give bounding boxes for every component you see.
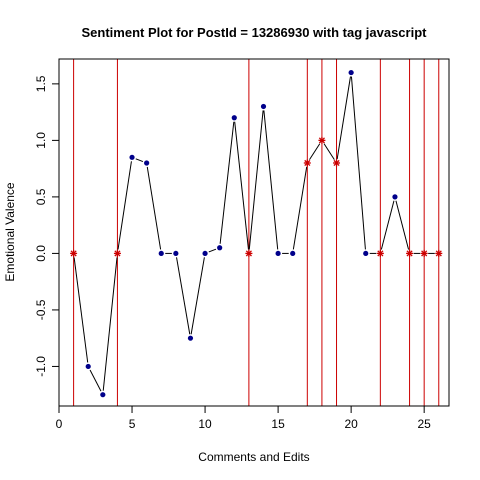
series-segment-18 [337, 77, 350, 160]
edit-point-marker [421, 250, 428, 257]
data-point [188, 336, 193, 341]
x-tick-label: 10 [198, 417, 212, 431]
data-point [159, 251, 164, 256]
data-point [276, 251, 281, 256]
y-tick-label: -0.5 [34, 299, 48, 320]
series-segment-21 [381, 201, 394, 250]
series-segment-3 [118, 161, 131, 249]
edit-point-marker [318, 137, 325, 144]
data-point [100, 392, 105, 397]
x-tick-label: 15 [271, 417, 285, 431]
series-segment-2 [103, 257, 117, 390]
series-segment-1 [90, 370, 101, 391]
edit-point-marker [333, 159, 340, 166]
y-tick-label: 0.0 [34, 245, 48, 262]
series-segment-15 [293, 167, 306, 250]
y-tick-label: 0.5 [34, 188, 48, 205]
data-point [129, 155, 134, 160]
data-point [86, 364, 91, 369]
x-tick-label: 5 [129, 417, 136, 431]
edit-point-marker [377, 250, 384, 257]
series-segment-12 [249, 110, 263, 249]
y-axis: -1.0 -0.5 0.0 0.5 1.0 1.5 [34, 75, 59, 377]
data-point [144, 160, 149, 165]
data-point [363, 251, 368, 256]
data-point [290, 251, 295, 256]
edit-point-marker [304, 159, 311, 166]
series-segment-13 [264, 110, 278, 249]
plot-area [70, 59, 442, 406]
series-segment-17 [324, 144, 334, 160]
x-tick-label: 0 [56, 417, 63, 431]
data-point [261, 104, 266, 109]
edit-point-marker [245, 250, 252, 257]
data-point [202, 251, 207, 256]
series-segment-7 [177, 257, 190, 334]
y-tick-label: 1.0 [34, 132, 48, 149]
x-tick-label: 25 [417, 417, 431, 431]
series-segment-10 [220, 122, 234, 244]
series-segment-16 [309, 144, 319, 160]
series-segment-22 [396, 201, 409, 250]
series-segment-4 [136, 159, 143, 162]
series-segment-11 [235, 122, 249, 250]
x-tick-label: 20 [344, 417, 358, 431]
edit-point-marker [406, 250, 413, 257]
y-axis-label: Emotional Valence [3, 182, 17, 281]
data-point [232, 115, 237, 120]
chart-title: Sentiment Plot for PostId = 13286930 wit… [82, 25, 428, 40]
data-point [217, 245, 222, 250]
x-axis: 0 5 10 15 20 25 [56, 406, 432, 431]
x-axis-label: Comments and Edits [198, 450, 309, 464]
series-segment-8 [191, 257, 204, 334]
data-point [173, 251, 178, 256]
series-segment-0 [74, 257, 88, 362]
series-segment-19 [351, 77, 365, 250]
edit-point-marker [435, 250, 442, 257]
series-segment-9 [209, 249, 216, 252]
data-point [349, 70, 354, 75]
data-point [392, 194, 397, 199]
series-segment-5 [147, 167, 160, 250]
edit-point-marker [70, 250, 77, 257]
y-tick-label: 1.5 [34, 75, 48, 92]
edit-point-marker [114, 250, 121, 257]
y-tick-label: -1.0 [34, 356, 48, 377]
